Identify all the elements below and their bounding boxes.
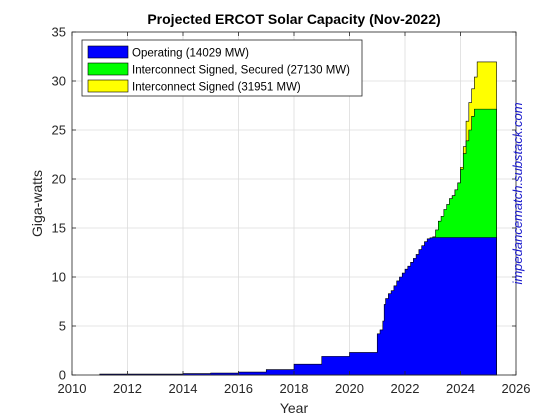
y-axis-label: Giga-watts <box>29 170 45 237</box>
x-tick-label: 2022 <box>391 381 420 396</box>
y-tick-label: 0 <box>59 368 66 383</box>
x-tick-label: 2018 <box>280 381 309 396</box>
legend: Operating (14029 MW) Interconnect Signed,… <box>81 39 363 97</box>
axis-ticks <box>71 31 517 376</box>
x-tick-label: 2010 <box>58 381 87 396</box>
legend-box <box>81 39 363 97</box>
x-tick-label: 2016 <box>224 381 253 396</box>
x-tick-label: 2026 <box>502 381 531 396</box>
y-tick-label: 25 <box>52 123 66 138</box>
legend-label-1: Interconnect Signed, Secured (27130 MW) <box>132 65 350 77</box>
legend-swatch-2 <box>87 79 129 93</box>
x-tick-label: 2020 <box>335 381 364 396</box>
y-tick-label: 35 <box>52 25 66 40</box>
x-tick-label: 2012 <box>113 381 142 396</box>
y-tick-label: 15 <box>52 221 66 236</box>
y-tick-label: 20 <box>52 172 66 187</box>
y-tick-label: 5 <box>59 319 66 334</box>
area-series <box>99 61 497 376</box>
tick-labels: 2010 2012 2014 2016 2018 2020 2022 2024 2026 0 5 10… <box>52 25 531 397</box>
y-tick-label: 10 <box>52 270 66 285</box>
legend-swatch-0 <box>87 45 129 59</box>
y-tick-label: 30 <box>52 74 66 89</box>
chart-title: Projected ERCOT Solar Capacity (Nov-2022… <box>147 11 440 27</box>
area-0 <box>99 237 497 376</box>
watermark-text: impedancematch.substack.com <box>510 102 525 284</box>
x-axis-label: Year <box>280 400 309 416</box>
legend-label-0: Operating (14029 MW) <box>132 48 249 60</box>
legend-label-2: Interconnect Signed (31951 MW) <box>132 82 301 94</box>
x-tick-label: 2024 <box>446 381 475 396</box>
x-tick-label: 2014 <box>169 381 198 396</box>
legend-swatch-1 <box>87 62 129 76</box>
